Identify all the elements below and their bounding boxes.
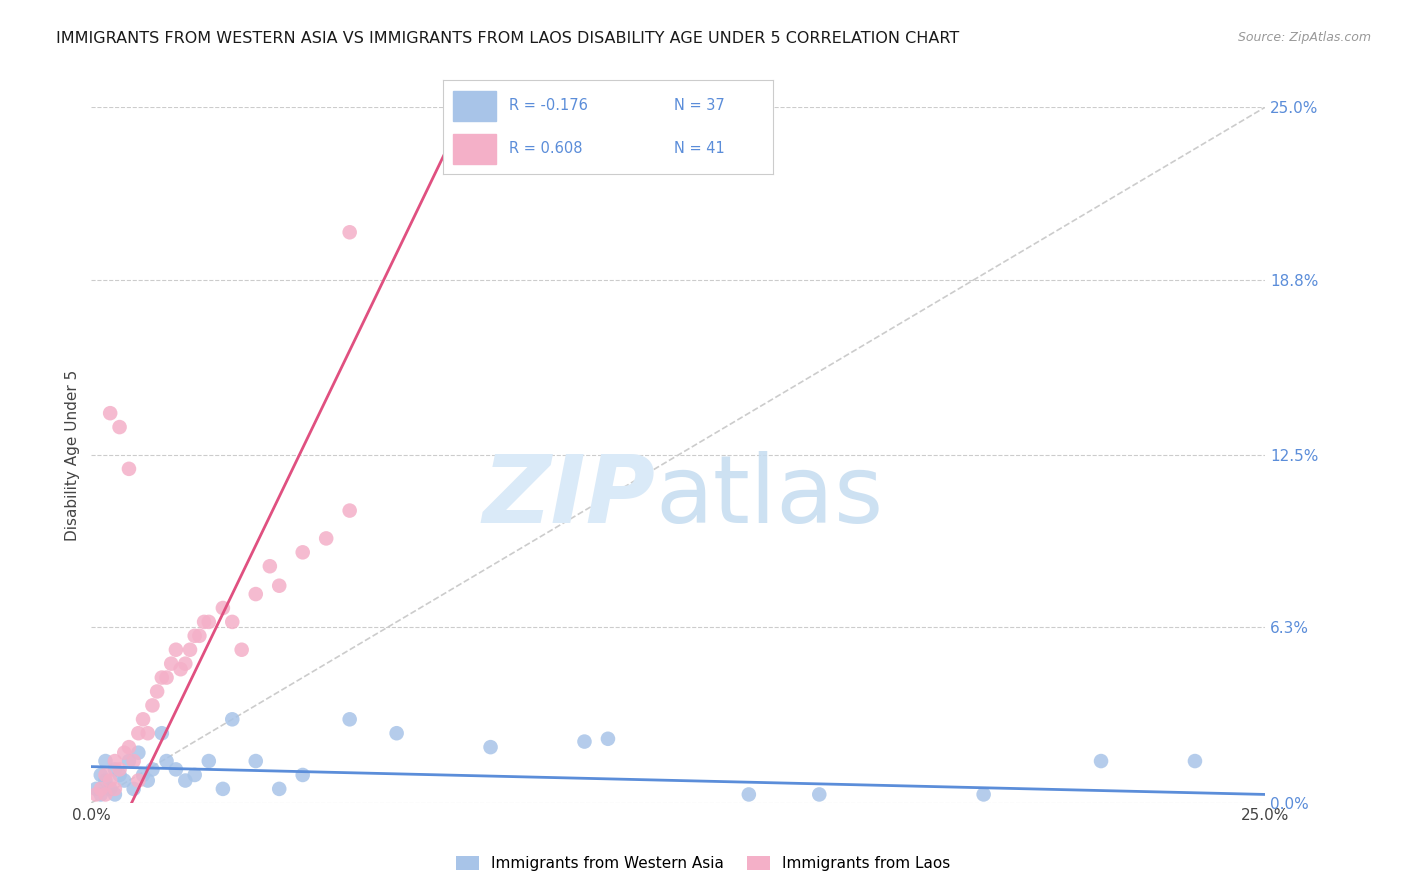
Point xyxy=(259,559,281,574)
Point xyxy=(136,726,159,740)
Point xyxy=(291,545,314,559)
Point xyxy=(165,763,187,777)
Point xyxy=(245,587,267,601)
Point xyxy=(808,788,831,802)
Point xyxy=(174,773,197,788)
Point xyxy=(183,768,205,782)
Point xyxy=(122,754,145,768)
Point xyxy=(197,615,219,629)
Point xyxy=(98,781,121,796)
Point xyxy=(479,740,502,755)
Bar xyxy=(453,91,496,120)
Point xyxy=(90,788,112,802)
Point xyxy=(104,781,127,796)
Point xyxy=(221,712,243,726)
Point xyxy=(183,629,205,643)
Point xyxy=(127,746,149,760)
Point xyxy=(197,754,219,768)
Point xyxy=(165,642,187,657)
Point xyxy=(94,768,117,782)
Point xyxy=(132,712,155,726)
Point xyxy=(84,781,107,796)
Point xyxy=(108,420,131,434)
Y-axis label: Disability Age Under 5: Disability Age Under 5 xyxy=(65,369,80,541)
Point xyxy=(245,754,267,768)
Point xyxy=(339,225,361,239)
Point xyxy=(188,629,211,643)
Point xyxy=(315,532,337,546)
Point xyxy=(169,662,191,676)
Text: R = -0.176: R = -0.176 xyxy=(509,98,588,113)
Point xyxy=(574,734,596,748)
Point xyxy=(596,731,619,746)
Point xyxy=(122,781,145,796)
Point xyxy=(108,763,131,777)
Point xyxy=(90,781,112,796)
Point xyxy=(136,773,159,788)
Point xyxy=(291,768,314,782)
Point xyxy=(132,768,155,782)
Point xyxy=(212,601,235,615)
Point xyxy=(1090,754,1112,768)
Point xyxy=(193,615,215,629)
Point xyxy=(90,768,112,782)
Text: atlas: atlas xyxy=(655,450,883,542)
Text: N = 41: N = 41 xyxy=(675,141,725,156)
Point xyxy=(150,671,173,685)
Point xyxy=(212,781,235,796)
Point xyxy=(127,773,149,788)
Point xyxy=(112,746,135,760)
Text: ZIP: ZIP xyxy=(482,450,655,542)
Point xyxy=(94,773,117,788)
Point xyxy=(104,754,127,768)
Point xyxy=(179,642,201,657)
Point xyxy=(269,579,291,593)
Bar xyxy=(453,134,496,163)
Point xyxy=(155,671,177,685)
Point xyxy=(98,406,121,420)
Point xyxy=(84,788,107,802)
Point xyxy=(231,642,253,657)
Point xyxy=(98,773,121,788)
Point xyxy=(118,740,141,755)
Text: R = 0.608: R = 0.608 xyxy=(509,141,582,156)
Point xyxy=(104,763,127,777)
Point xyxy=(150,726,173,740)
Point xyxy=(221,615,243,629)
Point xyxy=(269,781,291,796)
Point xyxy=(108,768,131,782)
Point xyxy=(146,684,169,698)
Point xyxy=(141,763,163,777)
Point xyxy=(339,712,361,726)
Point xyxy=(174,657,197,671)
Point xyxy=(94,788,117,802)
Text: IMMIGRANTS FROM WESTERN ASIA VS IMMIGRANTS FROM LAOS DISABILITY AGE UNDER 5 CORR: IMMIGRANTS FROM WESTERN ASIA VS IMMIGRAN… xyxy=(56,31,959,46)
Point xyxy=(738,788,761,802)
Point xyxy=(339,503,361,517)
Legend: Immigrants from Western Asia, Immigrants from Laos: Immigrants from Western Asia, Immigrants… xyxy=(450,850,956,877)
Point xyxy=(118,462,141,476)
Point xyxy=(118,754,141,768)
Text: Source: ZipAtlas.com: Source: ZipAtlas.com xyxy=(1237,31,1371,45)
Point xyxy=(1184,754,1206,768)
Point xyxy=(112,773,135,788)
Point xyxy=(104,788,127,802)
Point xyxy=(160,657,183,671)
Point xyxy=(973,788,995,802)
Point xyxy=(127,726,149,740)
Point xyxy=(385,726,408,740)
Point xyxy=(141,698,163,713)
Text: N = 37: N = 37 xyxy=(675,98,725,113)
Point xyxy=(94,754,117,768)
Point xyxy=(155,754,177,768)
